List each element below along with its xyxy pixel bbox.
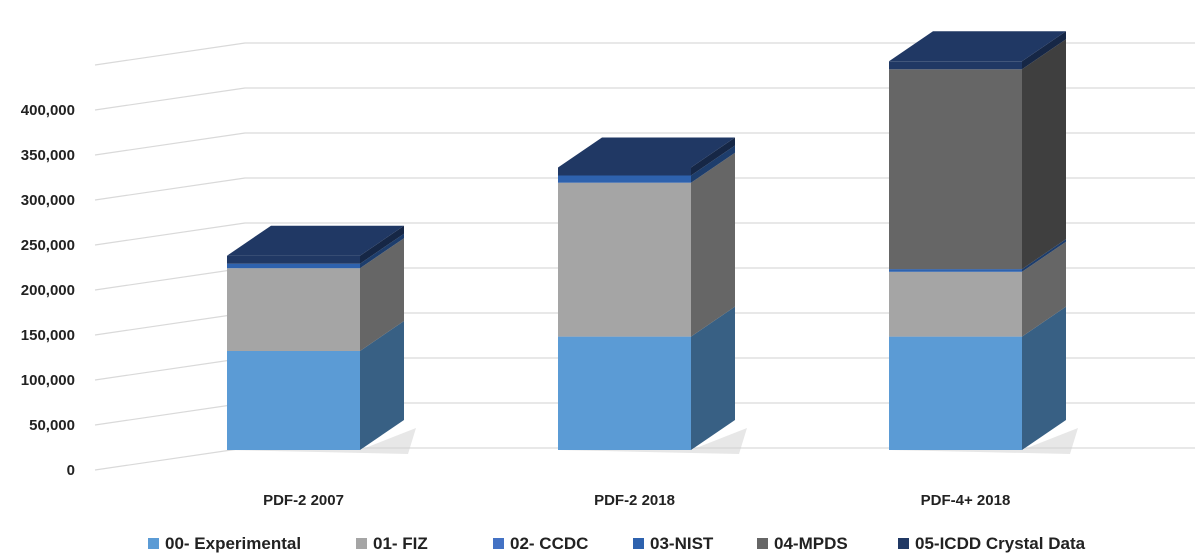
x-category-label: PDF-4+ 2018	[921, 492, 1011, 509]
legend-label: 03-NIST	[650, 534, 714, 553]
bar-cap-front	[227, 255, 360, 264]
legend-label: 00- Experimental	[165, 534, 301, 553]
y-tick-label: 400,000	[21, 102, 75, 119]
legend-item: 02- CCDC	[493, 534, 588, 553]
bar-segment-side	[360, 238, 404, 351]
bar-cap-side	[1022, 31, 1066, 70]
legend-swatch	[633, 538, 644, 549]
bar-segment	[889, 69, 1022, 270]
legend: 00- Experimental 01- FIZ 02- CCDC 03-NIST 04…	[148, 534, 1086, 553]
bar-segment	[558, 182, 691, 337]
y-tick-label: 100,000	[21, 372, 75, 389]
y-tick-label: 350,000	[21, 147, 75, 164]
y-tick-label: 250,000	[21, 237, 75, 254]
bar-segment-side	[1022, 306, 1066, 450]
bar-segment-side	[360, 321, 404, 450]
gridline	[94, 132, 1195, 156]
bar-cap-top	[558, 137, 735, 168]
bars	[227, 31, 1078, 454]
bar-segment	[889, 271, 1022, 337]
bar-segment-side	[1022, 39, 1066, 270]
bar-segment	[227, 351, 360, 450]
bar-cap-top	[889, 31, 1066, 62]
legend-label: 02- CCDC	[510, 534, 588, 553]
x-category-label: PDF-2 2007	[263, 492, 344, 509]
gridline	[94, 177, 1195, 201]
bar-segment-side	[360, 233, 404, 269]
legend-item: 05-ICDD Crystal Data	[898, 534, 1086, 553]
legend-label: 05-ICDD Crystal Data	[915, 534, 1086, 553]
bar-segment	[558, 336, 691, 450]
bar-segment	[227, 268, 360, 351]
gridline	[94, 87, 1195, 111]
bar-segment	[889, 269, 1022, 272]
bar-stack	[558, 137, 747, 454]
bar-shadow	[227, 428, 416, 454]
y-tick-label: 300,000	[21, 192, 75, 209]
legend-label: 01- FIZ	[373, 534, 428, 553]
bar-stack	[227, 225, 416, 454]
gridline	[94, 222, 1195, 246]
x-category-label: PDF-2 2018	[594, 492, 675, 509]
bar-stack	[889, 31, 1078, 454]
bar-shadow	[889, 428, 1078, 454]
y-axis-ticks: 0 50,000 100,000 150,000 200,000 250,000 300,0…	[21, 102, 75, 479]
legend-item: 04-MPDS	[757, 534, 848, 553]
legend-swatch	[757, 538, 768, 549]
bar-segment-side	[691, 306, 735, 450]
y-tick-label: 150,000	[21, 327, 75, 344]
bar-cap-top	[227, 225, 404, 256]
legend-swatch	[898, 538, 909, 549]
bar-cap-front	[558, 167, 691, 176]
legend-label: 04-MPDS	[774, 534, 848, 553]
bar-segment-side	[1022, 241, 1066, 337]
legend-item: 01- FIZ	[356, 534, 428, 553]
bar-cap-side	[360, 225, 404, 264]
bar-segment	[889, 336, 1022, 450]
x-axis-labels: PDF-2 2007 PDF-2 2018 PDF-4+ 2018	[263, 492, 1010, 509]
bar-segment-side	[691, 145, 735, 183]
legend-item: 03-NIST	[633, 534, 714, 553]
legend-swatch	[148, 538, 159, 549]
legend-swatch	[493, 538, 504, 549]
bar-cap-side	[691, 137, 735, 176]
bar-segment-side	[1022, 239, 1066, 272]
bar-shadow	[558, 428, 747, 454]
bar-cap-front	[889, 61, 1022, 70]
legend-swatch	[356, 538, 367, 549]
y-tick-label: 50,000	[29, 417, 75, 434]
legend-item: 00- Experimental	[148, 534, 301, 553]
bar-segment	[227, 263, 360, 269]
y-tick-label: 0	[67, 462, 75, 479]
bar-segment-side	[691, 152, 735, 337]
bar-segment	[558, 175, 691, 183]
y-tick-label: 200,000	[21, 282, 75, 299]
gridline	[94, 42, 1195, 66]
